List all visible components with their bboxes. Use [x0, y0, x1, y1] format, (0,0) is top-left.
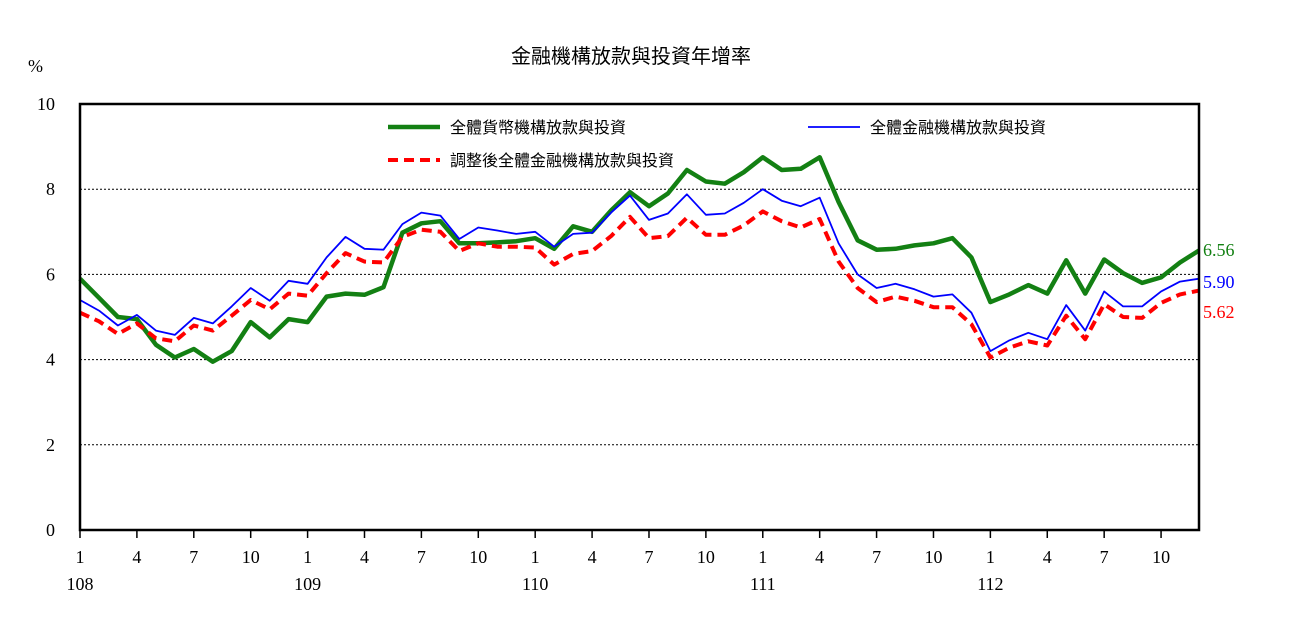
x-tick-label: 7 — [1100, 547, 1109, 567]
y-tick-label: 10 — [37, 94, 55, 114]
x-tick-label: 7 — [872, 547, 881, 567]
x-tick-label: 10 — [1152, 547, 1170, 567]
x-year-label: 111 — [750, 574, 776, 594]
gridlines — [80, 188, 1199, 446]
x-axis-ticks: 1 4 7 10 1 4 7 10 1 4 7 10 1 4 7 10 1 4 7 10 108 109 110 111 112 — [67, 530, 1170, 594]
x-tick-label: 4 — [588, 547, 597, 567]
end-value-label-2: 5.90 — [1203, 272, 1235, 292]
x-tick-label: 7 — [189, 547, 198, 567]
x-tick-label: 1 — [303, 547, 312, 567]
x-year-label: 110 — [522, 574, 548, 594]
end-labels: 6.56 5.90 5.62 — [1203, 240, 1235, 322]
end-value-label-3: 5.62 — [1203, 302, 1235, 322]
x-tick-label: 10 — [469, 547, 487, 567]
y-tick-label: 4 — [46, 350, 55, 370]
x-tick-label: 1 — [76, 547, 85, 567]
y-tick-label: 0 — [46, 520, 55, 540]
end-value-label-1: 6.56 — [1203, 240, 1235, 260]
x-tick-label: 4 — [132, 547, 141, 567]
x-year-label: 108 — [67, 574, 94, 594]
x-tick-label: 1 — [986, 547, 995, 567]
series-line-2 — [79, 188, 1200, 353]
x-tick-label: 1 — [531, 547, 540, 567]
x-tick-label: 7 — [644, 547, 653, 567]
x-tick-label: 1 — [758, 547, 767, 567]
chart-title: 金融機構放款與投資年增率 — [511, 45, 751, 68]
x-tick-label: 10 — [697, 547, 715, 567]
x-tick-label: 10 — [242, 547, 260, 567]
x-tick-label: 7 — [417, 547, 426, 567]
x-year-label: 112 — [977, 574, 1003, 594]
plot-frame — [78, 102, 1201, 532]
x-tick-label: 4 — [360, 547, 369, 567]
y-tick-label: 8 — [46, 179, 55, 199]
legend-label-2: 全體金融機構放款與投資 — [870, 119, 1046, 137]
x-tick-label: 10 — [924, 547, 942, 567]
series-line-1 — [78, 155, 1201, 364]
x-year-label: 109 — [294, 574, 321, 594]
y-tick-label: 2 — [46, 435, 55, 455]
y-axis-ticks: 0 2 4 6 8 10 — [37, 94, 55, 540]
x-tick-label: 4 — [815, 547, 824, 567]
series-lines — [78, 155, 1201, 364]
y-tick-label: 6 — [46, 264, 55, 284]
legend-label-3: 調整後全體金融機構放款與投資 — [450, 152, 674, 170]
x-tick-label: 4 — [1043, 547, 1052, 567]
y-axis-label: % — [28, 56, 43, 76]
legend-label-1: 全體貨幣機構放款與投資 — [450, 119, 626, 137]
